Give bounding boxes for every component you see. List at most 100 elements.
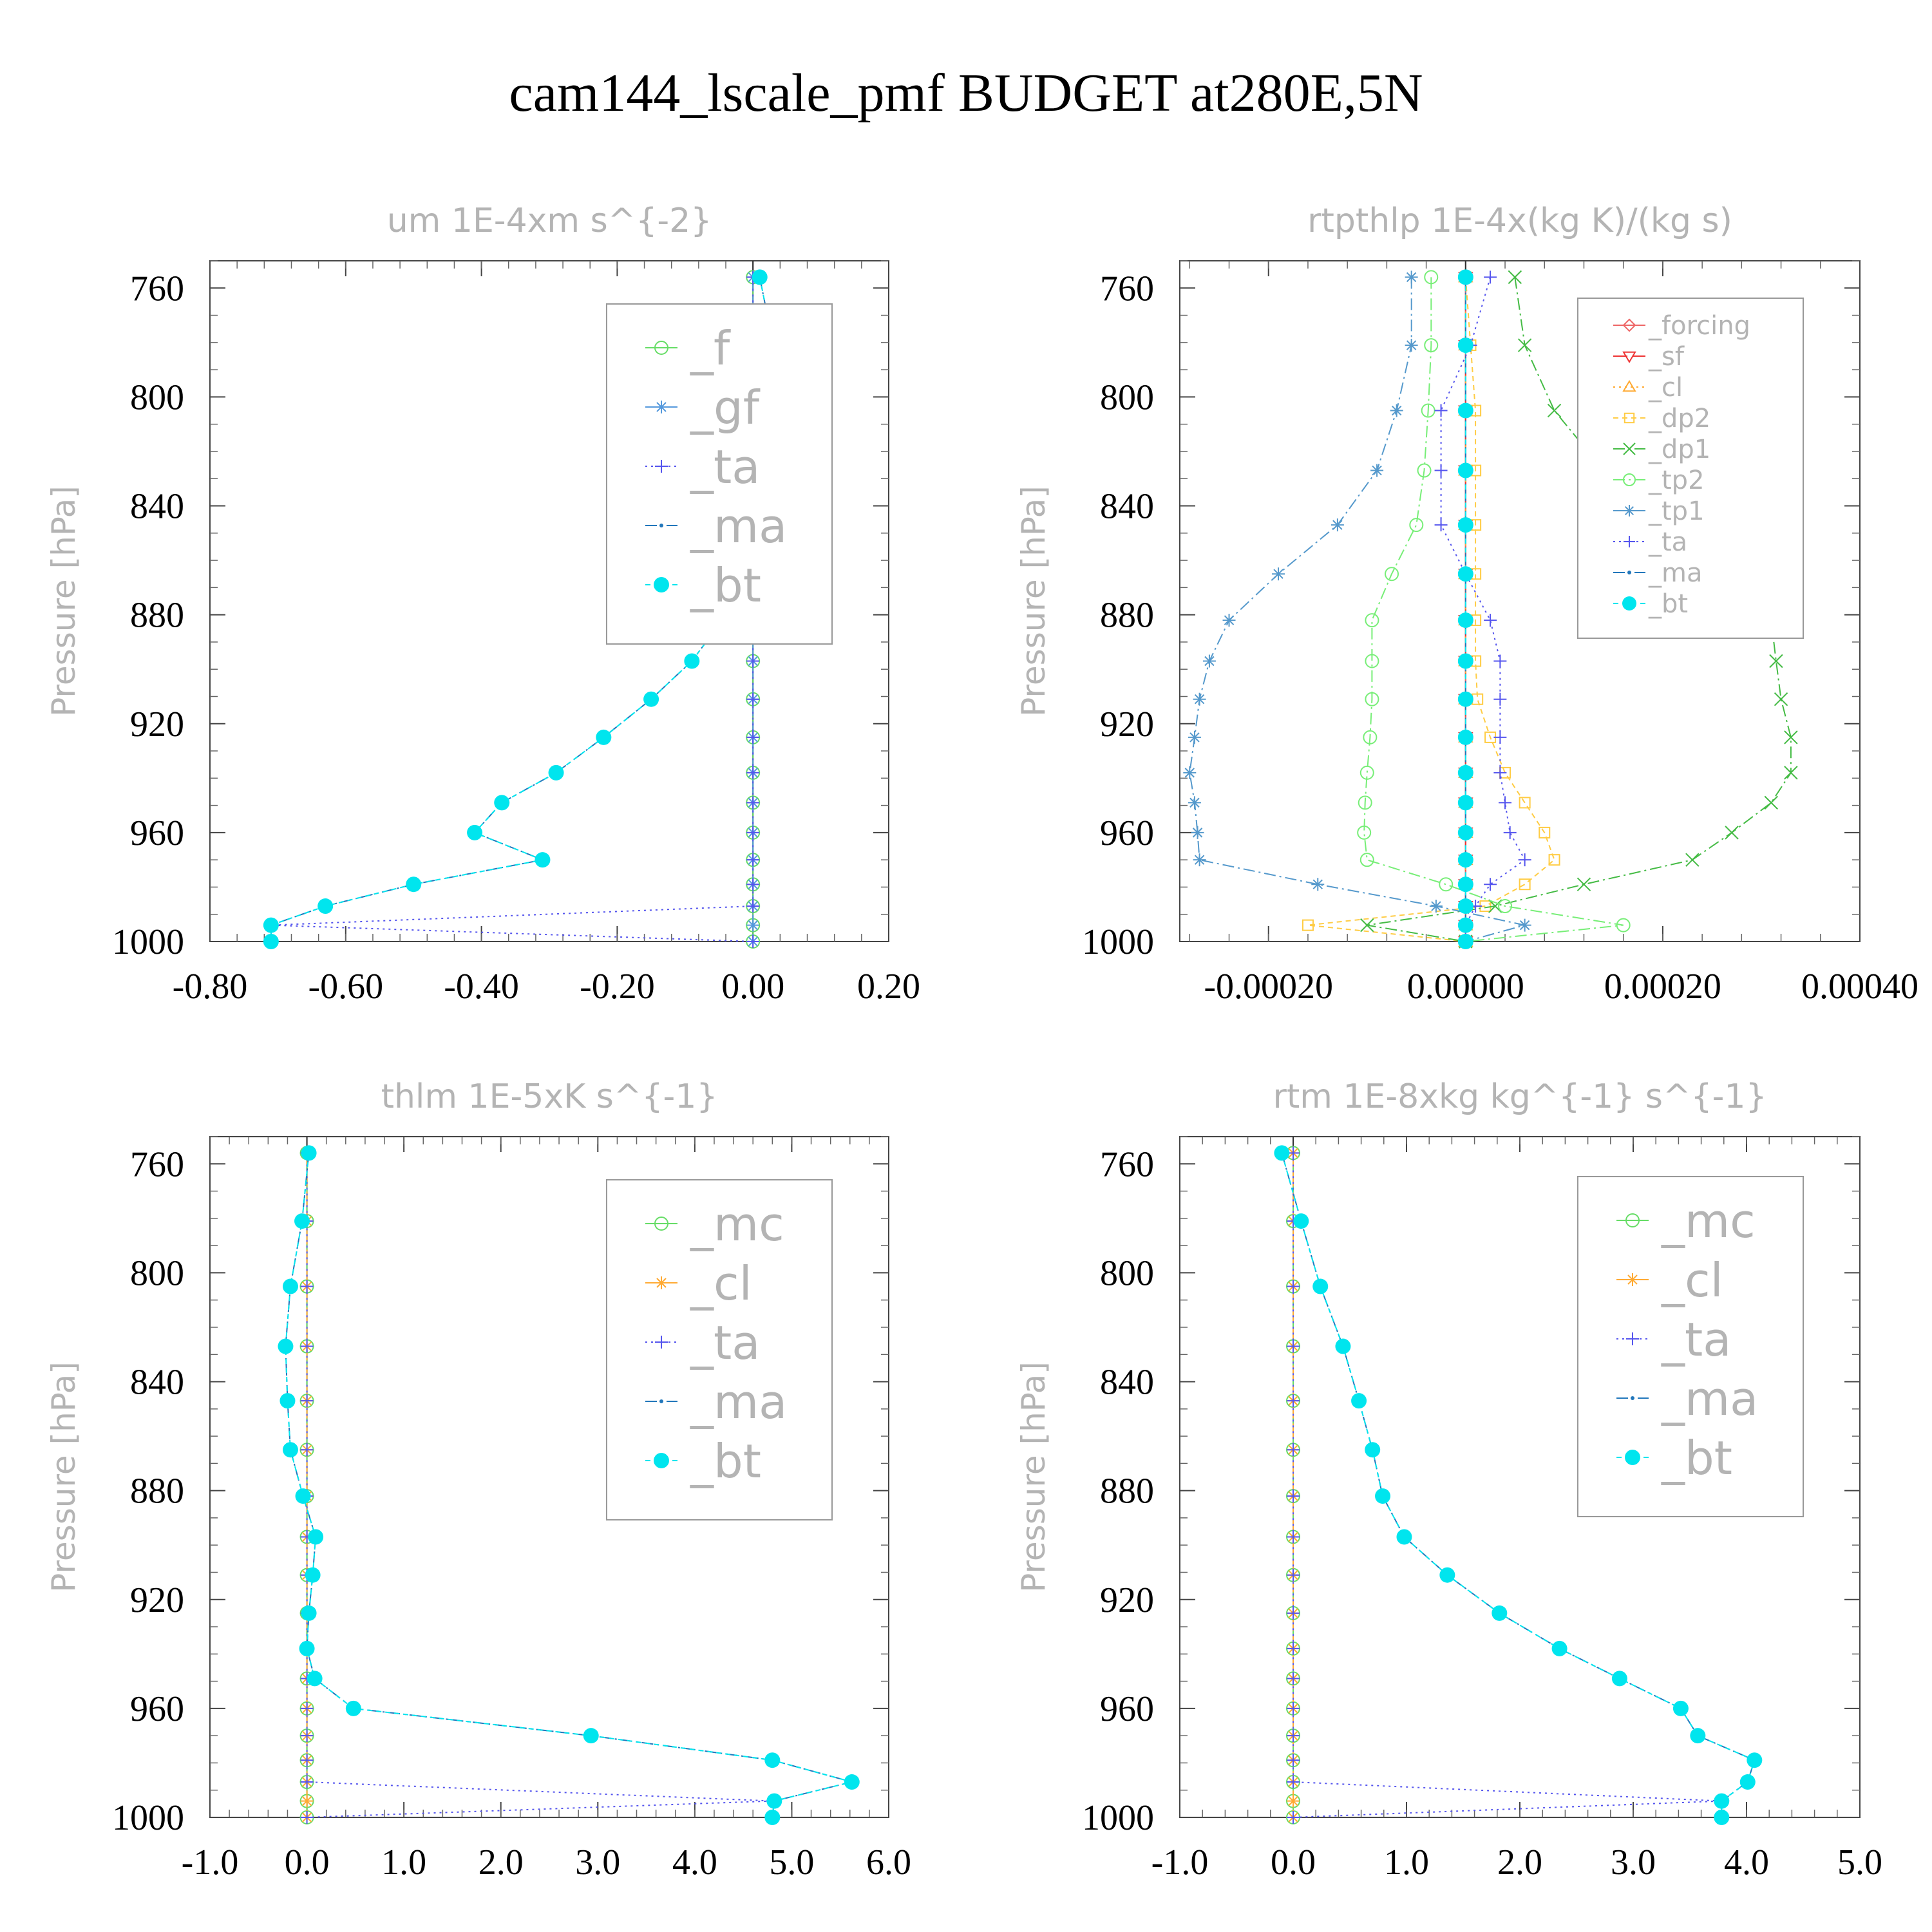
y-tick-label: 1000 bbox=[1082, 922, 1154, 962]
x-tick-label: 1.0 bbox=[1384, 1842, 1429, 1882]
y-tick-label: 760 bbox=[1100, 1144, 1154, 1184]
panel-title: thlm 1E-5xK s^{-1} bbox=[381, 1077, 718, 1116]
data-point bbox=[746, 796, 760, 810]
data-point bbox=[1518, 853, 1531, 867]
legend-label: _ta bbox=[1648, 527, 1687, 557]
legend: _mc_cl_ta_ma_bt bbox=[606, 1179, 833, 1520]
series-bt bbox=[278, 1145, 860, 1825]
data-point bbox=[1424, 338, 1439, 353]
legend-marker bbox=[654, 341, 668, 355]
series-line bbox=[1293, 1153, 1722, 1818]
data-point bbox=[282, 1278, 298, 1294]
data-point bbox=[317, 898, 334, 914]
data-point bbox=[300, 1794, 314, 1808]
y-tick-label: 1000 bbox=[112, 922, 184, 962]
y-tick-label: 920 bbox=[1100, 1580, 1154, 1620]
data-point bbox=[300, 1811, 314, 1824]
data-point bbox=[1370, 464, 1384, 477]
data-point bbox=[583, 1728, 599, 1744]
x-tick-label: 4.0 bbox=[672, 1842, 717, 1882]
legend-label: _tp2 bbox=[1648, 466, 1705, 495]
data-point bbox=[1287, 1490, 1300, 1503]
data-point bbox=[1493, 654, 1507, 668]
data-point bbox=[305, 1567, 321, 1583]
data-point bbox=[1429, 900, 1443, 913]
legend-label: _ta bbox=[1661, 1312, 1731, 1367]
data-point bbox=[300, 1729, 314, 1743]
data-point bbox=[1312, 1278, 1329, 1294]
y-tick-label: 960 bbox=[1100, 1689, 1154, 1729]
y-tick-label: 840 bbox=[130, 1363, 184, 1403]
data-point bbox=[746, 918, 760, 932]
x-tick-label: 5.0 bbox=[769, 1842, 814, 1882]
data-point bbox=[1274, 1145, 1290, 1161]
data-point bbox=[299, 1640, 315, 1656]
data-point bbox=[1547, 403, 1562, 418]
data-point bbox=[766, 1793, 782, 1809]
legend-marker bbox=[1631, 1396, 1634, 1400]
data-point bbox=[1492, 1605, 1508, 1621]
series-tp1 bbox=[1183, 270, 1531, 948]
legend-label: _cl bbox=[1661, 1253, 1723, 1307]
y-tick-label: 960 bbox=[130, 1689, 184, 1729]
data-point bbox=[1351, 1393, 1367, 1409]
x-tick-label: 0.00040 bbox=[1801, 967, 1918, 1007]
data-point bbox=[1375, 1488, 1391, 1504]
panel-title: rtm 1E-8xkg kg^{-1} s^{-1} bbox=[1273, 1077, 1766, 1116]
x-tick-label: 4.0 bbox=[1724, 1842, 1769, 1882]
x-tick-label: -0.00020 bbox=[1204, 967, 1333, 1007]
data-point bbox=[1405, 339, 1418, 352]
data-point bbox=[1493, 692, 1507, 706]
data-point bbox=[1287, 1776, 1300, 1789]
data-point bbox=[1611, 1671, 1627, 1687]
data-point bbox=[300, 1776, 314, 1789]
data-point bbox=[300, 1701, 314, 1715]
data-point bbox=[300, 1443, 314, 1457]
legend-marker bbox=[654, 1217, 668, 1231]
data-point bbox=[1457, 852, 1473, 868]
data-point bbox=[1434, 518, 1448, 532]
data-point bbox=[1508, 270, 1522, 285]
series-bt bbox=[1457, 269, 1473, 949]
data-point bbox=[1518, 918, 1531, 932]
series-bt bbox=[1274, 1145, 1763, 1825]
data-point bbox=[1365, 613, 1379, 628]
x-tick-label: 2.0 bbox=[1497, 1842, 1542, 1882]
y-tick-label: 880 bbox=[130, 1472, 184, 1511]
legend-label: _cl bbox=[690, 1256, 752, 1311]
data-point bbox=[1457, 402, 1473, 419]
data-point bbox=[844, 1774, 860, 1790]
data-point bbox=[1331, 518, 1344, 532]
data-point bbox=[752, 269, 768, 285]
legend: _mc_cl_ta_ma_bt bbox=[1577, 1176, 1804, 1517]
series-line bbox=[1189, 277, 1525, 942]
data-point bbox=[1519, 797, 1531, 809]
x-tick-label: 0.20 bbox=[857, 967, 920, 1007]
data-point bbox=[1764, 795, 1778, 810]
y-tick-label: 800 bbox=[1100, 377, 1154, 417]
data-point bbox=[764, 1810, 781, 1825]
data-point bbox=[746, 730, 760, 744]
data-point bbox=[1457, 462, 1473, 478]
data-point bbox=[1287, 1606, 1300, 1620]
data-point bbox=[345, 1700, 361, 1716]
panel-2: rtpthlp 1E-4x(kg K)/(kg s) Pressure [hPa]… bbox=[1015, 202, 1918, 1007]
panel-title: rtpthlp 1E-4x(kg K)/(kg s) bbox=[1307, 202, 1732, 240]
data-point bbox=[1577, 877, 1591, 891]
data-point bbox=[294, 1213, 310, 1229]
legend-marker bbox=[1625, 1213, 1640, 1227]
data-point bbox=[746, 878, 760, 891]
legend-label: _mc bbox=[1661, 1194, 1756, 1248]
data-point bbox=[1188, 730, 1201, 744]
x-tick-label: 2.0 bbox=[478, 1842, 524, 1882]
data-point bbox=[300, 1280, 314, 1293]
figure-title: cam144_lscale_pmf BUDGET at280E,5N bbox=[509, 63, 1423, 123]
plot-frame bbox=[209, 1136, 889, 1818]
legend-marker bbox=[1626, 1273, 1639, 1286]
y-tick-label: 800 bbox=[1100, 1253, 1154, 1293]
legend-box bbox=[1577, 298, 1804, 639]
data-point bbox=[263, 917, 279, 933]
data-point bbox=[1434, 464, 1448, 477]
y-tick-label: 1000 bbox=[1082, 1798, 1154, 1838]
data-point bbox=[1548, 854, 1560, 866]
